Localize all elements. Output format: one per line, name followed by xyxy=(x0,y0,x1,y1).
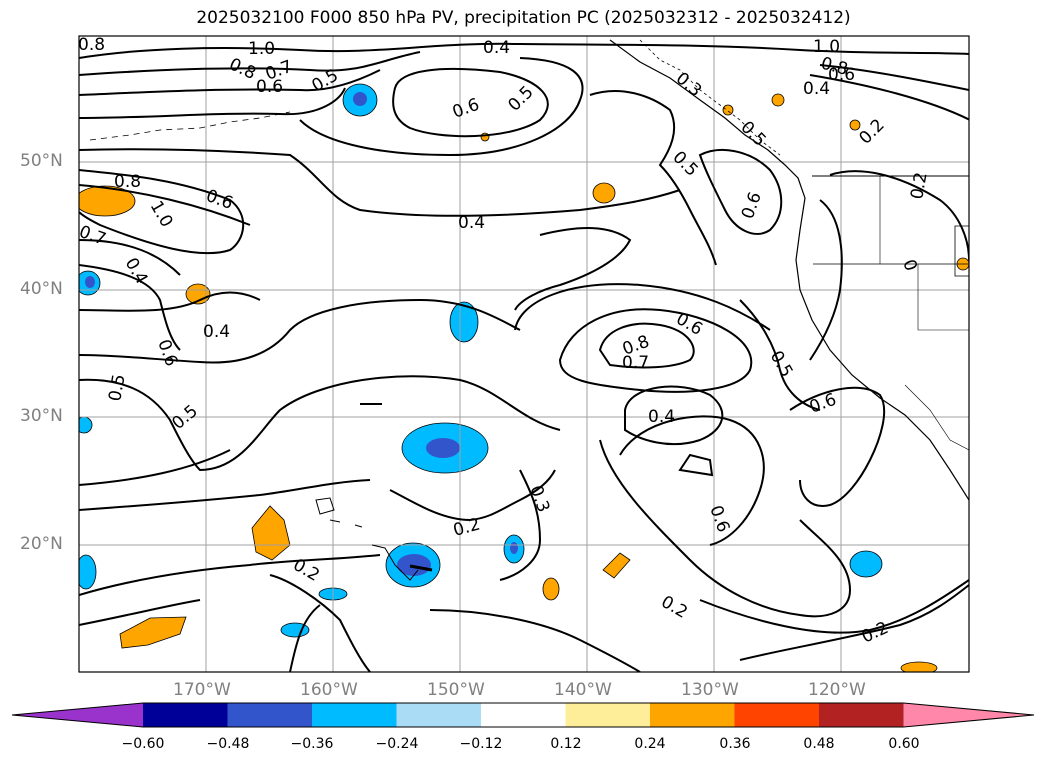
lat-label-40n: 40°N xyxy=(20,279,63,299)
colorbar-tick: −0.24 xyxy=(375,736,419,752)
pv-contours xyxy=(79,42,969,672)
contour-label: 1.0 xyxy=(248,39,275,59)
contour-label: 0.6 xyxy=(828,65,855,85)
contour-label: 0.5 xyxy=(105,373,129,403)
contour-label: 0.4 xyxy=(483,38,510,58)
colorbar-tick: −0.48 xyxy=(206,736,250,752)
contour-label: 0.8 xyxy=(78,35,105,55)
colorbar-segment xyxy=(396,703,481,727)
graticule xyxy=(79,36,969,672)
coastlines xyxy=(89,39,969,581)
contour-label: 0.4 xyxy=(458,213,485,233)
colorbar-segment xyxy=(143,703,228,727)
lon-label-140w: 140°W xyxy=(554,680,612,700)
lat-label-20n: 20°N xyxy=(20,534,63,554)
colorbar-tick: 0.48 xyxy=(803,736,835,752)
colorbar-tick: 0.12 xyxy=(550,736,582,752)
map-frame-bg xyxy=(79,36,969,672)
colorbar-tick: −0.60 xyxy=(121,736,165,752)
contour-label: 0.2 xyxy=(907,171,931,201)
colorbar-segment xyxy=(565,703,650,727)
colorbar-segment xyxy=(481,703,566,727)
colorbar xyxy=(11,702,1035,728)
contour-label: 0.7 xyxy=(622,353,649,373)
contour-label: 0.8 xyxy=(114,172,141,192)
colorbar-extend-min xyxy=(12,703,143,727)
lon-label-120w: 120°W xyxy=(808,680,866,700)
colorbar-segment xyxy=(819,703,904,727)
lon-label-150w: 150°W xyxy=(427,680,485,700)
colorbar-extend-max xyxy=(903,703,1034,727)
contour-label: 0.4 xyxy=(803,79,830,99)
colorbar-tick: 0.36 xyxy=(719,736,751,752)
colorbar-tick: −0.36 xyxy=(290,736,334,752)
colorbar-outline xyxy=(11,702,1035,728)
colorbar-tick: 0.24 xyxy=(634,736,666,752)
colorbar-tick: 0.60 xyxy=(888,736,920,752)
map-border xyxy=(78,35,970,673)
lon-label-170w: 170°W xyxy=(173,680,231,700)
colorbar-tick: −0.12 xyxy=(459,736,503,752)
lon-label-160w: 160°W xyxy=(300,680,358,700)
precip-shading xyxy=(79,83,969,672)
contour-label: 0.6 xyxy=(256,77,283,97)
contour-label: 1.0 xyxy=(813,37,840,57)
colorbar-segment xyxy=(312,703,397,727)
contour-label: 0.4 xyxy=(648,407,675,427)
colorbar-segment xyxy=(227,703,312,727)
colorbar-segment xyxy=(734,703,819,727)
colorbar-segment xyxy=(650,703,735,727)
contour-label: 0.4 xyxy=(203,322,230,342)
lat-label-50n: 50°N xyxy=(20,151,63,171)
lon-label-130w: 130°W xyxy=(681,680,739,700)
map-title: 2025032100 F000 850 hPa PV, precipitatio… xyxy=(196,8,851,28)
lat-label-30n: 30°N xyxy=(20,406,63,426)
